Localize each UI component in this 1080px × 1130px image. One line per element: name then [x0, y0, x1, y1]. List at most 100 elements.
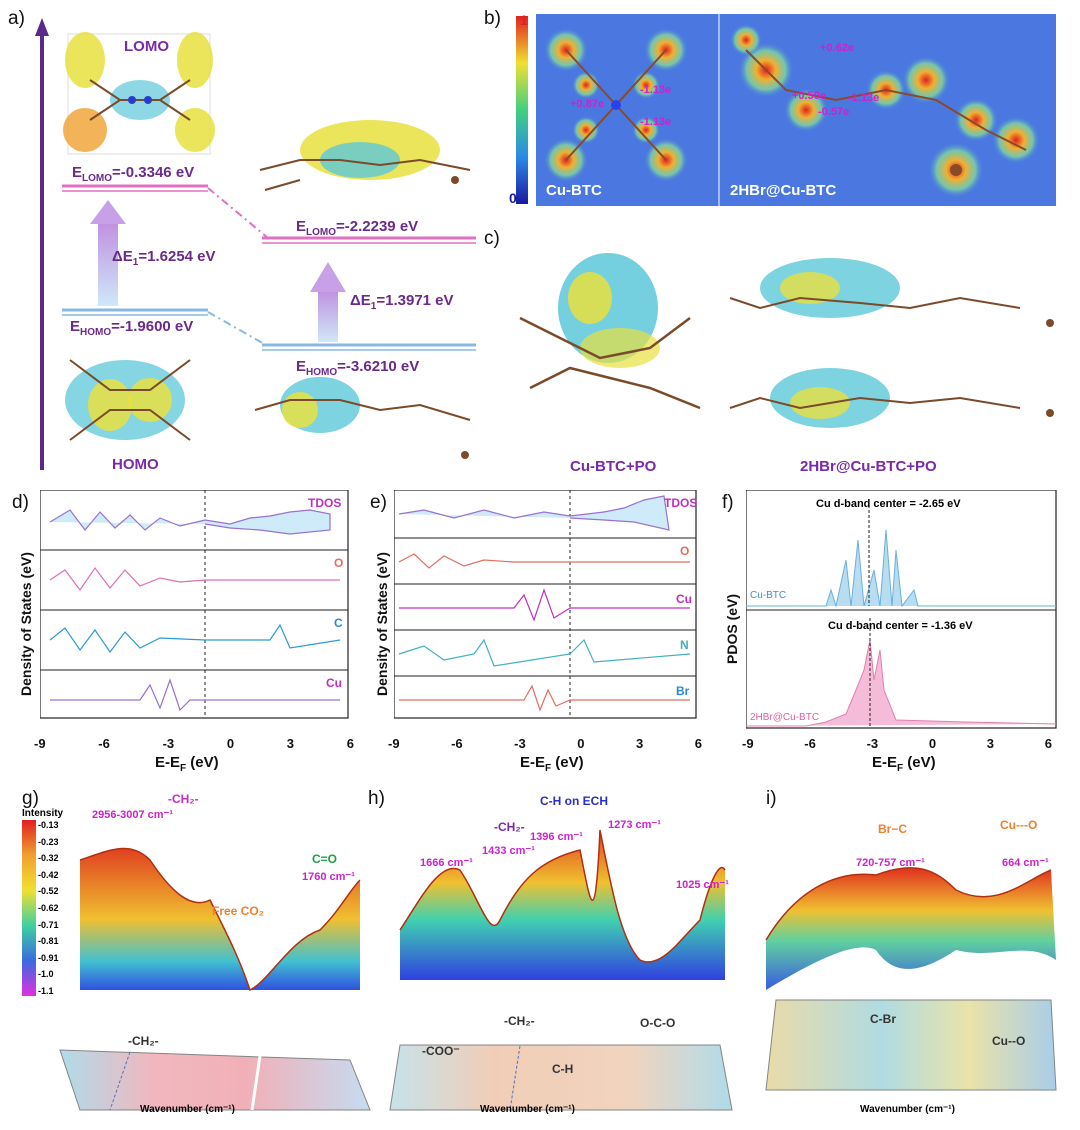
colorbar-max: 1: [520, 12, 528, 28]
panel-d-dos: [40, 490, 349, 719]
g-cb-tick: -0.91: [38, 952, 59, 963]
energy-axis-arrowhead: [35, 18, 49, 36]
h-map-ch: C-H: [552, 1062, 574, 1076]
g-cb-tick: -1.1: [38, 985, 54, 996]
panel-label-e: e): [370, 492, 387, 513]
h-wn-1273: 1273 cm⁻¹: [608, 819, 661, 831]
panel-label-h: h): [368, 788, 385, 809]
colorbar-min: 0: [509, 190, 517, 206]
e-tick: -6: [451, 736, 463, 751]
h-wn-1666: 1666 cm⁻¹: [420, 857, 473, 869]
gap-arrow-2: [318, 290, 338, 342]
g-cb-tick: -0.32: [38, 853, 59, 864]
e-track-br: Br: [676, 684, 690, 698]
charge-right-1: +0.62e: [820, 42, 854, 54]
g-wn-co: 1760 cm⁻¹: [302, 871, 355, 883]
e-track-o: O: [680, 544, 690, 558]
colorbar: [516, 16, 528, 204]
i-xlabel: Wavenumber (cm⁻¹): [860, 1104, 955, 1115]
h-map-oco: O-C-O: [640, 1016, 676, 1030]
h-xlabel: Wavenumber (cm⁻¹): [480, 1104, 575, 1115]
f-tick: 0: [928, 736, 937, 751]
panel-g-ir-surface: [22, 820, 371, 1111]
charge-left-1: +0.87e: [570, 98, 604, 110]
d-track-tdos: TDOS: [308, 496, 342, 510]
e-lomo-2: ELOMO=-2.2239 eV: [296, 218, 419, 238]
g-cb-tick: -0.13: [38, 820, 59, 830]
f-xlabel: E-EF (eV): [872, 754, 936, 774]
panel-h-ir-surface: [389, 829, 733, 1111]
g-cb-tick: -0.23: [38, 836, 59, 847]
h-map-ch2: -CH₂-: [504, 1014, 535, 1028]
g-ch2-label: -CH₂-: [168, 792, 199, 806]
e-lomo-1: ELOMO=-0.3346 eV: [72, 164, 195, 184]
f-ylabel: PDOS (eV): [724, 593, 740, 664]
d-tick: 0: [226, 736, 235, 751]
e-homo-1: EHOMO=-1.9600 eV: [70, 318, 194, 338]
charge-right-2: +0.50e: [792, 90, 826, 102]
g-co-label: C=O: [312, 852, 338, 866]
charge-left-3: -1.13e: [640, 116, 672, 128]
g-wn-ch2: 2956-3007 cm⁻¹: [92, 809, 174, 821]
i-wn-1: 720-757 cm⁻¹: [856, 857, 925, 869]
g-cb-tick: -0.62: [38, 902, 59, 913]
e-tick: 6: [694, 736, 702, 751]
h-ch-ech: C-H on ECH: [540, 794, 608, 808]
panel-b-charge-map: [516, 14, 1056, 206]
d-xlabel: E-EF (eV): [155, 754, 219, 774]
panel-label-d: d): [12, 492, 29, 513]
panel-label-g: g): [22, 788, 39, 809]
g-map-ch2: -CH₂-: [128, 1034, 159, 1048]
charge-right-3: -0.57e: [818, 106, 850, 118]
e-ylabel: Density of States (eV): [374, 552, 390, 696]
e-tick: -3: [514, 736, 526, 751]
gap-arrow-1: [98, 222, 118, 306]
2hbr-cu-btc-label: 2HBr@Cu-BTC: [730, 182, 837, 199]
g-cb-tick: -0.42: [38, 869, 59, 880]
d-track-o: O: [334, 556, 344, 570]
d-tick: -6: [98, 736, 110, 751]
e-tick: -9: [388, 736, 400, 751]
h-wn-1025: 1025 cm⁻¹: [676, 879, 729, 891]
d-ylabel: Density of States (eV): [18, 552, 34, 696]
f-center-top: Cu d-band center = -2.65 eV: [816, 498, 961, 510]
cu-btc-po-label: Cu-BTC+PO: [570, 458, 657, 475]
g-cb-tick: -1.0: [38, 969, 54, 980]
h-map-coo: -COO⁻: [422, 1044, 460, 1058]
f-tick: 6: [1044, 736, 1052, 751]
g-colorbar-ticks: -0.13 -0.23 -0.32 -0.42 -0.52 -0.62 -0.7…: [38, 820, 59, 996]
d-track-c: C: [334, 616, 343, 630]
e-track-tdos: TDOS: [664, 496, 698, 510]
d-tick: -3: [162, 736, 175, 751]
d-tick: 3: [286, 736, 295, 751]
e-tick: 0: [577, 736, 585, 751]
g-xlabel: Wavenumber (cm⁻¹): [140, 1104, 235, 1115]
f-tick: -9: [742, 736, 754, 751]
panel-label-a: a): [8, 8, 25, 29]
delta-e-1: ΔE1=1.6254 eV: [112, 248, 216, 268]
e-homo-2: EHOMO=-3.6210 eV: [296, 358, 420, 378]
f-xticks: -9 -6 -3 0 3 6: [742, 736, 1052, 751]
g-cb-tick: -0.71: [38, 919, 59, 930]
f-center-bottom: Cu d-band center = -1.36 eV: [828, 620, 973, 632]
g-cb-tick: -0.52: [38, 886, 59, 897]
e-tick: 3: [635, 736, 644, 751]
d-track-cu: Cu: [326, 676, 342, 690]
panel-e-dos: [394, 490, 697, 719]
f-top-label: Cu-BTC: [750, 590, 787, 601]
i-br-c: Br−C: [878, 822, 908, 836]
e-xticks: -9 -6 -3 0 3 6: [388, 736, 702, 751]
g-free-co2: Free CO₂: [212, 904, 265, 918]
panel-a-graphics: [35, 18, 476, 470]
panel-i-ir-surface: [765, 867, 1057, 1091]
d-tick: 6: [346, 736, 354, 751]
delta-e-2: ΔE1=1.3971 eV: [350, 292, 454, 312]
d-xticks: -9 -6 -3 0 3 6: [34, 736, 354, 751]
f-tick: -6: [804, 736, 816, 751]
lomo-label: LOMO: [124, 38, 169, 55]
i-map-cuo: Cu--O: [992, 1034, 1026, 1048]
cu-btc-density: [544, 28, 688, 182]
panel-f-pdos: [746, 490, 1057, 729]
charge-right-4: -1.13e: [848, 92, 880, 104]
f-bottom-label: 2HBr@Cu-BTC: [750, 712, 820, 723]
